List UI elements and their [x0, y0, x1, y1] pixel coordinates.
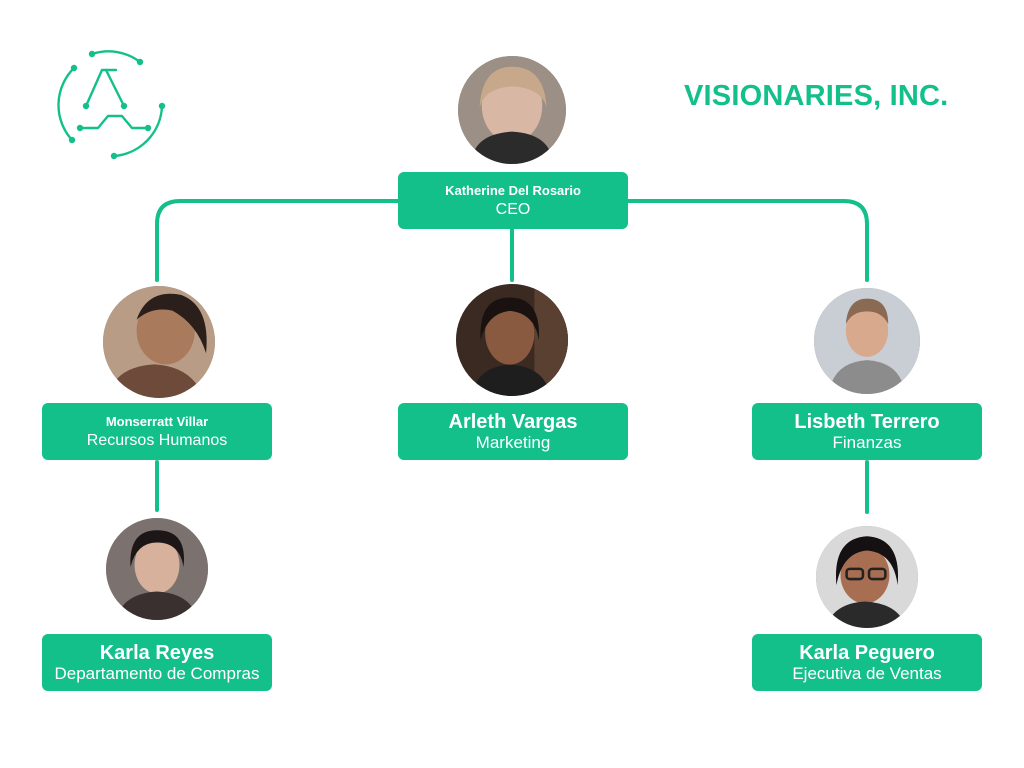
ventas-photo: [816, 526, 918, 628]
ventas-node: Karla Peguero Ejecutiva de Ventas: [752, 634, 982, 691]
marketing-role: Marketing: [475, 432, 551, 452]
connector-ceo-finanzas: [625, 199, 869, 282]
ventas-role: Ejecutiva de Ventas: [792, 663, 942, 683]
profile-photo: [456, 284, 568, 396]
profile-photo: [816, 526, 918, 628]
profile-photo: [814, 288, 920, 394]
marketing-name: Arleth Vargas: [448, 410, 578, 433]
finanzas-node: Lisbeth Terrero Finanzas: [752, 403, 982, 460]
rrhh-node: Monserratt Villar Recursos Humanos: [42, 403, 272, 460]
compras-name: Karla Reyes: [99, 641, 215, 664]
ceo-node: Katherine Del Rosario CEO: [398, 172, 628, 229]
rrhh-role: Recursos Humanos: [86, 431, 228, 449]
rrhh-name: Monserratt Villar: [105, 413, 209, 429]
ventas-name: Karla Peguero: [799, 641, 935, 664]
compras-role: Departamento de Compras: [54, 663, 260, 683]
company-title: VISIONARIES, INC.: [684, 80, 949, 112]
profile-photo: [106, 518, 208, 620]
connector-ceo-rrhh: [155, 199, 400, 282]
ceo-photo: [458, 56, 566, 164]
finanzas-photo: [814, 288, 920, 394]
profile-photo: [458, 56, 566, 164]
finanzas-role: Finanzas: [832, 432, 902, 452]
rrhh-photo: [103, 286, 215, 398]
a-letter-circuit-logo: [57, 50, 166, 160]
ceo-role: CEO: [495, 200, 531, 218]
compras-photo: [106, 518, 208, 620]
compras-node: Karla Reyes Departamento de Compras: [42, 634, 272, 691]
marketing-photo: [456, 284, 568, 396]
ceo-name: Katherine Del Rosario: [445, 182, 581, 198]
finanzas-name: Lisbeth Terrero: [794, 410, 940, 433]
marketing-node: Arleth Vargas Marketing: [398, 403, 628, 460]
profile-photo: [103, 286, 215, 398]
